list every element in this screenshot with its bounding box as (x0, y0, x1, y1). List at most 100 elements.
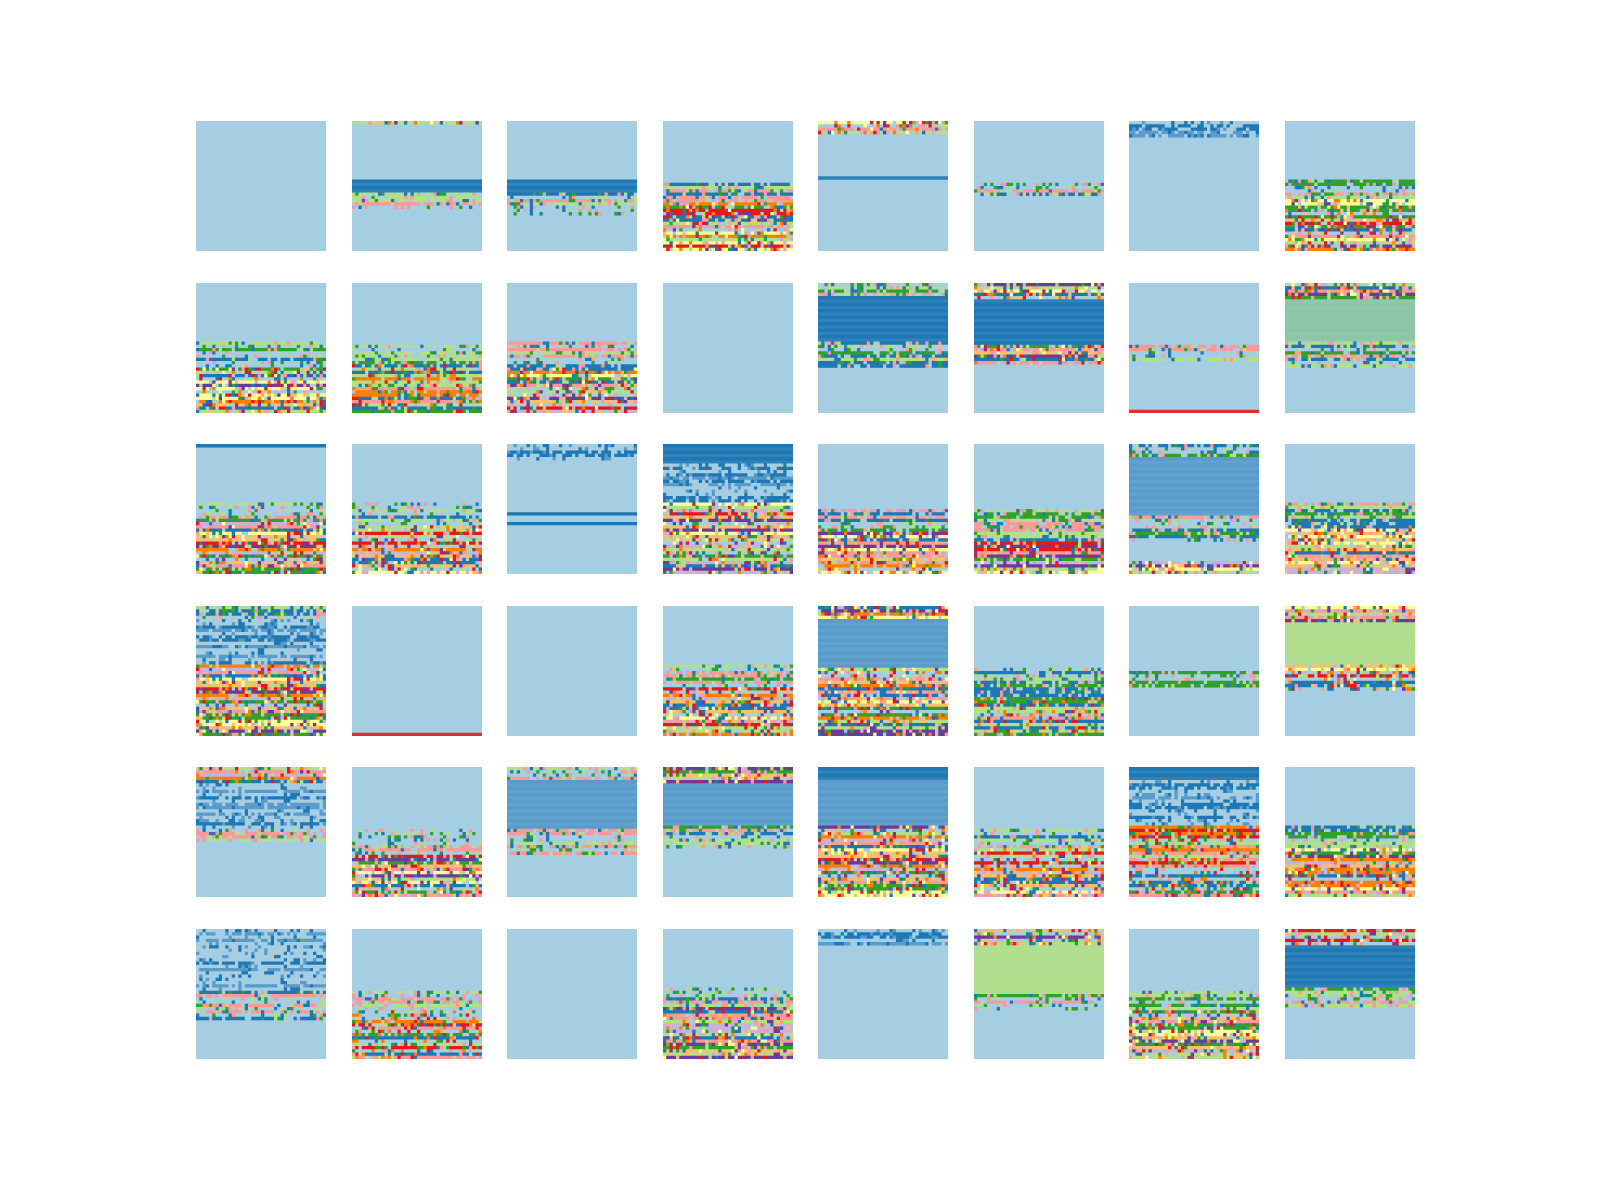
heatmap-cell (717, 225, 722, 229)
heatmap-cell (225, 341, 229, 345)
heatmap-cell (672, 192, 676, 197)
heatmap-cell (235, 370, 239, 374)
heatmap-cell (218, 389, 223, 394)
heatmap-cell (747, 208, 751, 213)
heatmap-cell (1391, 208, 1396, 213)
heatmap-cell (429, 402, 434, 407)
heatmap-cell (760, 225, 764, 229)
heatmap-cell (552, 373, 557, 378)
heatmap-cell (1142, 134, 1146, 138)
heatmap-cell (941, 124, 946, 128)
heatmap-cell (319, 357, 324, 361)
heatmap-cell (1339, 218, 1344, 223)
heatmap-cell (685, 238, 689, 242)
heatmap-cell (685, 215, 689, 219)
heatmap-cell (555, 195, 560, 200)
heatmap-cell (306, 347, 311, 352)
heatmap-cell (565, 341, 570, 345)
heatmap-cell (999, 182, 1004, 187)
heatmap-cell (591, 341, 596, 345)
heatmap-cell (1171, 127, 1175, 132)
heatmap-cell (617, 373, 622, 378)
heatmap-cell (283, 389, 288, 394)
heatmap-cell (1291, 205, 1295, 210)
heatmap-cell (724, 192, 728, 197)
heatmap-cell (1372, 215, 1376, 219)
heatmap-cell (1158, 127, 1162, 132)
heatmap-cell (1138, 134, 1143, 138)
heatmap-cell (1317, 225, 1321, 229)
heatmap-cell (704, 221, 709, 226)
heatmap-cell (1382, 215, 1386, 219)
heatmap-cell (287, 370, 291, 374)
heatmap-cell (756, 215, 761, 219)
heatmap-cell (309, 396, 314, 400)
heatmap-cell (1287, 202, 1292, 206)
heatmap-cell (1323, 179, 1328, 184)
heatmap-cell (432, 396, 437, 400)
heatmap-cell (1233, 124, 1237, 128)
heatmap-cell (442, 367, 447, 371)
heatmap-cell (536, 350, 540, 355)
heatmap-cell (1330, 234, 1334, 239)
heatmap-cell (1048, 186, 1052, 190)
heatmap-cell (1362, 228, 1367, 232)
heatmap-cell (367, 383, 372, 387)
heatmap-cell (546, 192, 550, 197)
heatmap-cell (565, 212, 570, 216)
heatmap-cell (1151, 130, 1156, 135)
heatmap-cell (779, 192, 784, 197)
heatmap-cell (682, 238, 686, 242)
heatmap-cell (743, 189, 748, 193)
heatmap-cell (552, 360, 557, 365)
heatmap-cell (1019, 189, 1023, 193)
heatmap-cell (371, 376, 375, 381)
heatmap-cell (439, 396, 443, 400)
heatmap-cell (300, 399, 304, 404)
heatmap-cell (695, 238, 699, 242)
heatmap-cell (225, 399, 229, 404)
heatmap-cell (432, 344, 437, 348)
heatmap-cell (410, 389, 414, 394)
heatmap-image (351, 121, 482, 251)
heatmap-cell (691, 202, 696, 206)
heatmap-cell (244, 399, 249, 404)
heatmap-cell (665, 247, 670, 251)
heatmap-cell (883, 124, 887, 128)
heatmap-cell (1051, 182, 1056, 187)
heatmap-cell (1330, 202, 1334, 206)
heatmap-cell (591, 205, 596, 210)
heatmap-cell (300, 354, 304, 358)
heatmap-cell (529, 370, 534, 374)
heatmap-cell (685, 221, 689, 226)
heatmap-cell (432, 389, 437, 394)
heatmap-cell (225, 396, 229, 400)
heatmap-cell (662, 195, 667, 200)
heatmap-cell (565, 344, 570, 348)
heatmap-cell (1388, 218, 1393, 223)
heatmap-cell (1210, 121, 1214, 125)
heatmap-cell (1356, 195, 1360, 200)
heatmap-cell (212, 370, 216, 374)
heatmap-cell (727, 244, 732, 249)
heatmap-cell (354, 389, 359, 394)
heatmap-cell (377, 399, 382, 404)
heatmap-cell (789, 195, 793, 200)
heatmap-cell (199, 350, 203, 355)
heatmap-cell (698, 234, 702, 239)
heatmap-cell (468, 406, 473, 410)
heatmap-cell (406, 409, 411, 413)
heatmap-cell (1284, 234, 1289, 239)
heatmap-cell (539, 373, 544, 378)
heatmap-cell (782, 192, 787, 197)
heatmap-cell (568, 357, 573, 361)
heatmap-cell (241, 376, 246, 381)
heatmap-cell (760, 208, 764, 213)
heatmap-cell (261, 396, 265, 400)
heatmap-cell (231, 363, 236, 368)
heatmap-cell (462, 383, 466, 387)
heatmap-cell (1284, 212, 1289, 216)
heatmap-cell (529, 341, 534, 345)
heatmap-cell (296, 373, 301, 378)
heatmap-cell (319, 373, 324, 378)
